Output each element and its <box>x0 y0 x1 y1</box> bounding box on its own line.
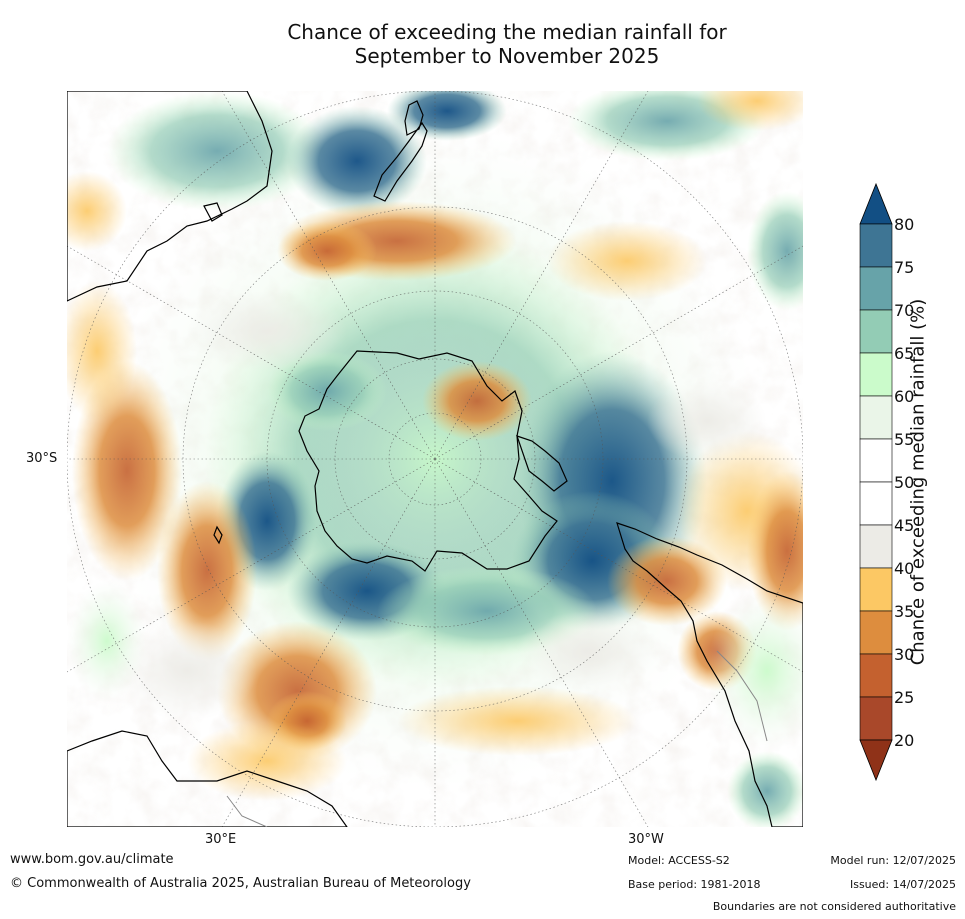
colorbar-tick-label: 20 <box>894 731 914 750</box>
title-line-2: September to November 2025 <box>354 44 660 68</box>
issued-date: Issued: 14/07/2025 <box>849 878 956 891</box>
australia-coastline <box>67 91 273 302</box>
colorbar-band <box>859 266 893 311</box>
orange-probability-region <box>277 221 377 281</box>
colorbar-band <box>859 309 893 354</box>
africa-coastline <box>67 730 348 827</box>
colorbar-tick-label: 30 <box>894 645 914 664</box>
colorbar-tick-label: 70 <box>894 301 914 320</box>
colorbar-extend-bottom <box>859 739 893 782</box>
colorbar-band <box>859 696 893 741</box>
colorbar-band <box>859 610 893 655</box>
map-title: Chance of exceeding the median rainfall … <box>0 20 965 68</box>
colorbar-tick-label: 25 <box>894 688 914 707</box>
grey-probability-region <box>117 621 257 721</box>
yellow-probability-region <box>67 281 137 421</box>
colorbar-title-text: Chance of exceeding median rainfall (%) <box>907 298 929 666</box>
copyright-text: © Commonwealth of Australia 2025, Austra… <box>10 876 471 891</box>
model-name: Model: ACCESS-S2 <box>628 854 730 867</box>
yellow-probability-region <box>697 91 803 131</box>
colorbar-band <box>859 438 893 483</box>
rainfall-probability-map <box>67 91 803 827</box>
new-zealand-north-coastline <box>404 100 424 136</box>
colorbar: 80 75 70 65 60 55 50 45 40 35 30 25 20 <box>859 182 914 782</box>
tasmania-coastline <box>203 202 223 222</box>
antarctica-coastline <box>298 350 558 572</box>
boundary-disclaimer: Boundaries are not considered authoritat… <box>712 900 956 913</box>
madagascar-coastline <box>213 525 223 545</box>
yellow-probability-region <box>547 221 707 301</box>
colorbar-tick-label: 40 <box>894 559 914 578</box>
model-run-date: Model run: 12/07/2025 <box>830 854 956 867</box>
colorbar-tick-label: 65 <box>894 344 914 363</box>
colorbar-tick-label: 45 <box>894 516 914 535</box>
base-period: Base period: 1981-2018 <box>628 878 761 891</box>
longitude-label-30w: 30°W <box>628 832 664 847</box>
green-probability-region <box>707 591 803 751</box>
coastlines <box>67 91 803 827</box>
website-link[interactable]: www.bom.gov.au/climate <box>10 852 174 867</box>
colorbar-band <box>859 653 893 698</box>
grey-probability-region <box>187 291 347 371</box>
colorbar-band <box>859 223 893 268</box>
colorbar-ticks: 80 75 70 65 60 55 50 45 40 35 30 25 20 <box>894 215 914 750</box>
colorbar-band <box>859 524 893 569</box>
colorbar-swatches <box>859 182 893 782</box>
new-zealand-coastline <box>373 121 428 202</box>
teal-probability-region <box>727 751 803 827</box>
colorbar-extend-top <box>859 182 893 225</box>
south-america-coastline <box>616 522 803 827</box>
graticule <box>67 91 803 827</box>
colorbar-tick-label: 50 <box>894 473 914 492</box>
orange-probability-region <box>422 361 532 441</box>
title-line-1: Chance of exceeding the median rainfall … <box>287 20 727 44</box>
orange-probability-region <box>607 536 727 626</box>
colorbar-band <box>859 481 893 526</box>
yellow-probability-region <box>397 686 637 756</box>
blue-probability-region <box>387 91 507 141</box>
colorbar-tick-label: 75 <box>894 258 914 277</box>
teal-probability-region <box>747 191 803 311</box>
orange-probability-region <box>157 481 257 661</box>
green-probability-region <box>67 581 147 701</box>
grey-probability-region <box>647 381 767 461</box>
colorbar-tick-label: 35 <box>894 602 914 621</box>
teal-probability-region <box>107 91 327 211</box>
country-boundaries <box>226 650 768 827</box>
colorbar-tick-label: 60 <box>894 387 914 406</box>
latitude-label-30s: 30°S <box>26 451 58 466</box>
colorbar-band <box>859 395 893 440</box>
orange-probability-region <box>747 471 803 631</box>
teal-probability-region <box>267 351 387 431</box>
yellow-probability-region <box>67 171 127 251</box>
colorbar-band <box>859 567 893 612</box>
colorbar-tick-label: 55 <box>894 430 914 449</box>
colorbar-tick-label: 80 <box>894 215 914 234</box>
longitude-label-30e: 30°E <box>205 832 237 847</box>
antarctic-peninsula-coastline <box>516 435 568 492</box>
colorbar-band <box>859 352 893 397</box>
grey-probability-region <box>517 611 657 691</box>
yellow-probability-region <box>187 721 347 801</box>
